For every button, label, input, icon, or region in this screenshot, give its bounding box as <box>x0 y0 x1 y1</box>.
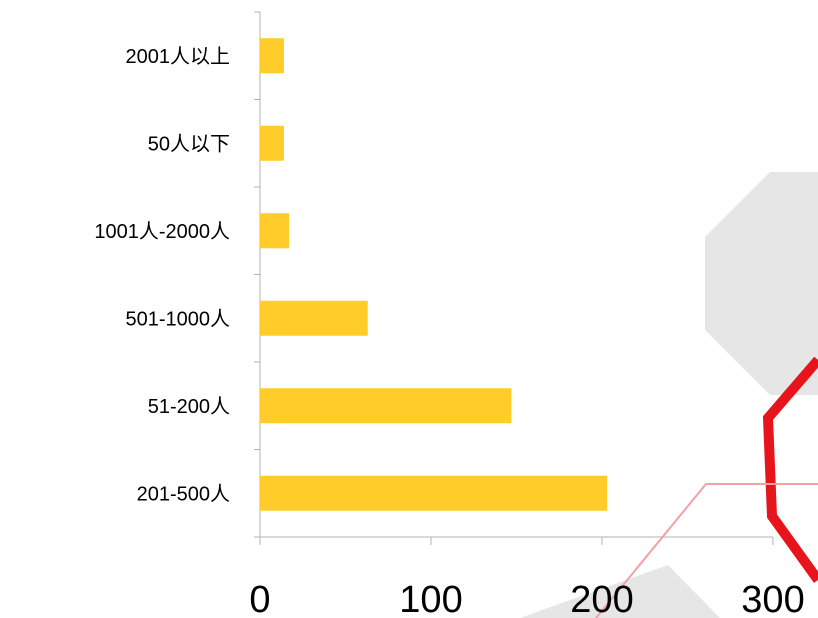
x-tick-label: 300 <box>741 579 804 618</box>
bars <box>260 38 608 511</box>
category-label: 201-500人 <box>137 482 230 505</box>
x-tick-label: 0 <box>249 579 270 618</box>
x-tick-label: 200 <box>570 579 633 618</box>
background-decoration <box>520 172 818 618</box>
category-label: 1001人-2000人 <box>94 220 230 243</box>
category-label: 2001人以上 <box>126 45 231 68</box>
category-label: 51-200人 <box>148 395 230 418</box>
bar <box>260 38 284 74</box>
bar <box>260 125 284 161</box>
axes <box>254 11 774 545</box>
bar <box>260 300 368 336</box>
category-label: 501-1000人 <box>125 307 230 330</box>
pink-connector-line <box>595 483 818 618</box>
category-label: 50人以下 <box>148 132 230 155</box>
category-labels: 2001人以上 50人以下 1001人-2000人 501-1000人 51-200人 2… <box>94 45 230 506</box>
x-tick-label: 100 <box>399 579 462 618</box>
bar <box>260 213 290 249</box>
red-octagon-outline <box>762 356 818 583</box>
gray-triangle-shape <box>520 565 720 618</box>
bar <box>260 475 608 511</box>
gray-octagon-shape <box>705 172 818 395</box>
x-tick-labels: 0 100 200 300 <box>249 579 804 618</box>
bar <box>260 388 512 424</box>
